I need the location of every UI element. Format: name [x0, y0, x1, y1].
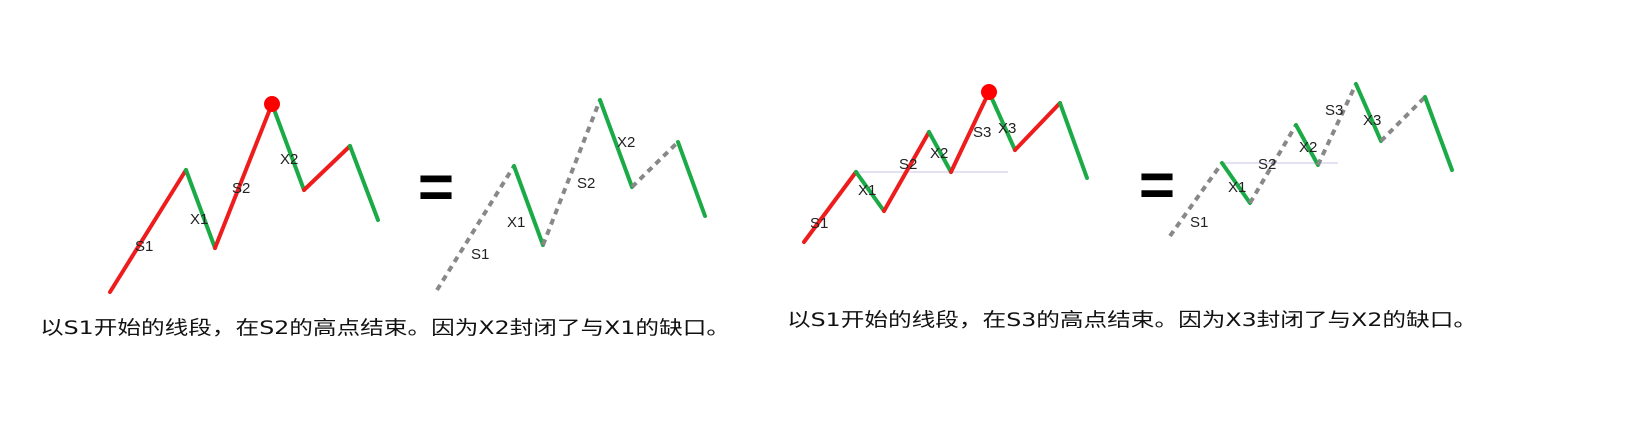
left-a-stroke-s3	[302, 144, 352, 192]
right-b-stroke-x2	[1294, 123, 1320, 167]
right-b-dashed-up-4	[1379, 95, 1427, 143]
right-b-dashed-up-3	[1316, 83, 1358, 166]
right-b-label-s1: S1	[1190, 214, 1208, 231]
left-equals-sign: =	[418, 153, 454, 222]
right-a-stroke-x4	[1058, 101, 1089, 180]
left-b-label-s2: S2	[577, 175, 595, 192]
right-b-label-s3: S3	[1325, 102, 1343, 119]
left-b-stroke-x1	[512, 164, 545, 247]
left-a-stroke-s2	[213, 102, 274, 250]
left-b-stroke-x2	[598, 98, 634, 189]
right-a-label-x2: X2	[930, 145, 948, 162]
right-a-label-s3: S3	[973, 124, 991, 141]
right-b-stroke-x4	[1423, 95, 1454, 172]
left-b-dashed-up-1	[435, 164, 516, 292]
right-b-stroke-x3	[1354, 82, 1383, 143]
right-b-label-x1: X1	[1228, 179, 1246, 196]
left-a-label-x2: X2	[280, 151, 298, 168]
right-figure-colored: S1 X1 S2 X2 S3 X3	[802, 84, 1089, 244]
right-b-label-x2: X2	[1299, 139, 1317, 156]
right-a-stroke-x3	[987, 90, 1017, 152]
right-a-stroke-x1	[854, 170, 886, 213]
right-a-label-x1: X1	[858, 182, 876, 199]
right-a-stroke-s1	[802, 170, 858, 244]
left-caption: 以S1开始的线段，在S2的高点结束。因为X2封闭了与X1的缺口。	[40, 317, 730, 339]
left-a-label-s1: S1	[135, 238, 153, 255]
right-b-label-x3: X3	[1363, 112, 1381, 129]
left-b-label-x1: X1	[507, 214, 525, 231]
right-b-dashed-up-2	[1248, 123, 1298, 205]
right-a-label-s2: S2	[899, 156, 917, 173]
left-figure-simplified: S1 X1 S2 X2	[435, 98, 707, 292]
left-a-stroke-x2	[270, 102, 306, 192]
right-a-label-s1: S1	[810, 215, 828, 232]
left-figure-colored: S1 X1 S2 X2	[108, 96, 380, 294]
left-b-label-x2: X2	[617, 134, 635, 151]
right-b-stroke-x1	[1220, 161, 1252, 205]
right-caption: 以S1开始的线段，在S3的高点结束。因为X3封闭了与X2的缺口。	[787, 309, 1477, 331]
left-a-stroke-s1	[108, 168, 188, 294]
left-b-dashed-up-2	[541, 99, 602, 246]
left-a-stroke-x1	[184, 168, 217, 250]
left-b-label-s1: S1	[471, 246, 489, 263]
right-b-dashed-up-1	[1168, 161, 1224, 238]
right-a-stroke-x2	[927, 130, 953, 174]
right-a-peak-marker	[981, 84, 997, 100]
right-a-stroke-s2	[882, 130, 931, 213]
left-a-label-x1: X1	[190, 211, 208, 228]
left-b-stroke-x3	[676, 140, 707, 218]
right-a-label-x3: X3	[998, 120, 1016, 137]
left-a-stroke-x3	[348, 144, 380, 222]
left-a-peak-marker	[264, 96, 280, 112]
right-b-label-s2: S2	[1258, 156, 1276, 173]
left-b-dashed-up-3	[630, 140, 680, 189]
right-a-stroke-s3	[949, 90, 991, 174]
right-a-stroke-s4	[1013, 101, 1062, 152]
left-a-label-s2: S2	[232, 180, 250, 197]
right-equals-sign: =	[1139, 151, 1175, 220]
right-figure-simplified: S1 X1 S2 X2 S3 X3	[1168, 82, 1454, 238]
